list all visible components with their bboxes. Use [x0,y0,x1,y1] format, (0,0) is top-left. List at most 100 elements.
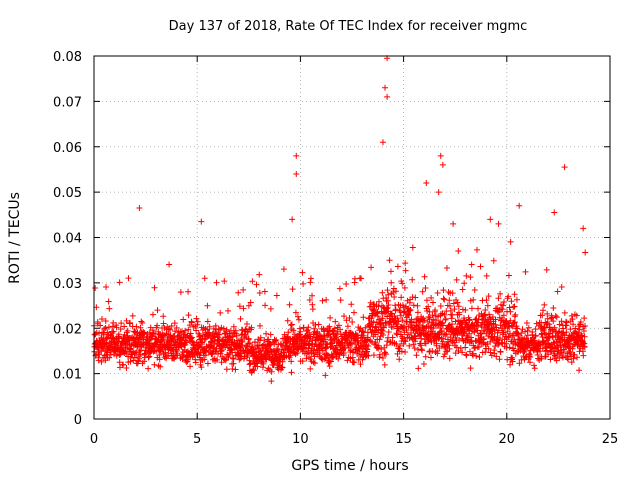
data-point [123,329,130,336]
data-point [541,301,548,308]
data-point [358,275,365,282]
data-point [344,357,351,364]
data-point [527,359,534,366]
data-point [456,311,463,318]
data-point [368,329,375,336]
data-point [566,340,573,347]
data-point [299,269,306,276]
data-point [275,348,282,355]
data-point [204,360,211,367]
data-point [206,323,213,330]
data-point [174,350,181,357]
data-point [447,334,454,341]
data-point [394,315,401,322]
data-point [256,271,263,278]
data-point [299,358,306,365]
data-point [278,346,285,353]
data-point [490,257,497,264]
data-point [261,288,268,295]
data-point [136,355,143,362]
data-point [204,302,211,309]
data-point [492,321,499,328]
data-point [399,280,406,287]
data-point [569,316,576,323]
data-point [491,350,498,357]
data-point [459,286,466,293]
data-point [311,325,318,332]
data-point [160,313,167,320]
data-point [511,319,518,326]
data-point [487,216,494,223]
data-point [428,294,435,301]
data-point [396,328,403,335]
data-point [381,344,388,351]
data-point [537,341,544,348]
data-point [225,354,232,361]
data-point [394,263,401,270]
data-point [551,324,558,331]
data-point [375,303,382,310]
data-point [483,272,490,279]
data-point [236,345,243,352]
data-point [314,328,321,335]
data-point [236,356,243,363]
data-point [286,344,293,351]
data-point [500,312,507,319]
data-point [306,329,313,336]
data-point [96,351,103,358]
data-point [507,317,514,324]
data-point [392,302,399,309]
data-point [364,346,371,353]
data-point [215,325,222,332]
data-point [580,225,587,232]
data-point [482,306,489,313]
data-point [445,338,452,345]
data-point [386,257,393,264]
data-point [156,356,163,363]
data-point [513,296,520,303]
data-point [485,293,492,300]
data-point [432,307,439,314]
data-point [398,348,405,355]
data-point [455,248,462,255]
data-point [229,349,236,356]
data-point [576,326,583,333]
data-point [309,292,316,299]
data-point [463,352,470,359]
data-point [379,289,386,296]
data-point [440,295,447,302]
data-point [319,297,326,304]
data-point [575,329,582,336]
data-point [392,288,399,295]
data-point [305,349,312,356]
data-point [339,340,346,347]
data-point [168,323,175,330]
data-point [457,345,464,352]
data-point [537,348,544,355]
data-point [446,345,453,352]
data-point [306,297,313,304]
data-point [244,352,251,359]
data-point [349,319,356,326]
data-point [413,352,420,359]
data-point [232,366,239,373]
data-point [194,318,201,325]
data-point [259,364,266,371]
data-point [307,365,314,372]
data-point [384,304,391,311]
data-point [459,349,466,356]
data-point [362,324,369,331]
data-point [429,312,436,319]
data-point [449,321,456,328]
data-point [226,330,233,337]
data-point [225,307,232,314]
data-point [265,336,272,343]
data-point [510,304,517,311]
data-point [327,314,334,321]
data-point [218,348,225,355]
data-point [540,338,547,345]
data-point [433,317,440,324]
y-tick-label: 0.02 [53,322,82,337]
data-point [95,357,102,364]
data-point [561,332,568,339]
